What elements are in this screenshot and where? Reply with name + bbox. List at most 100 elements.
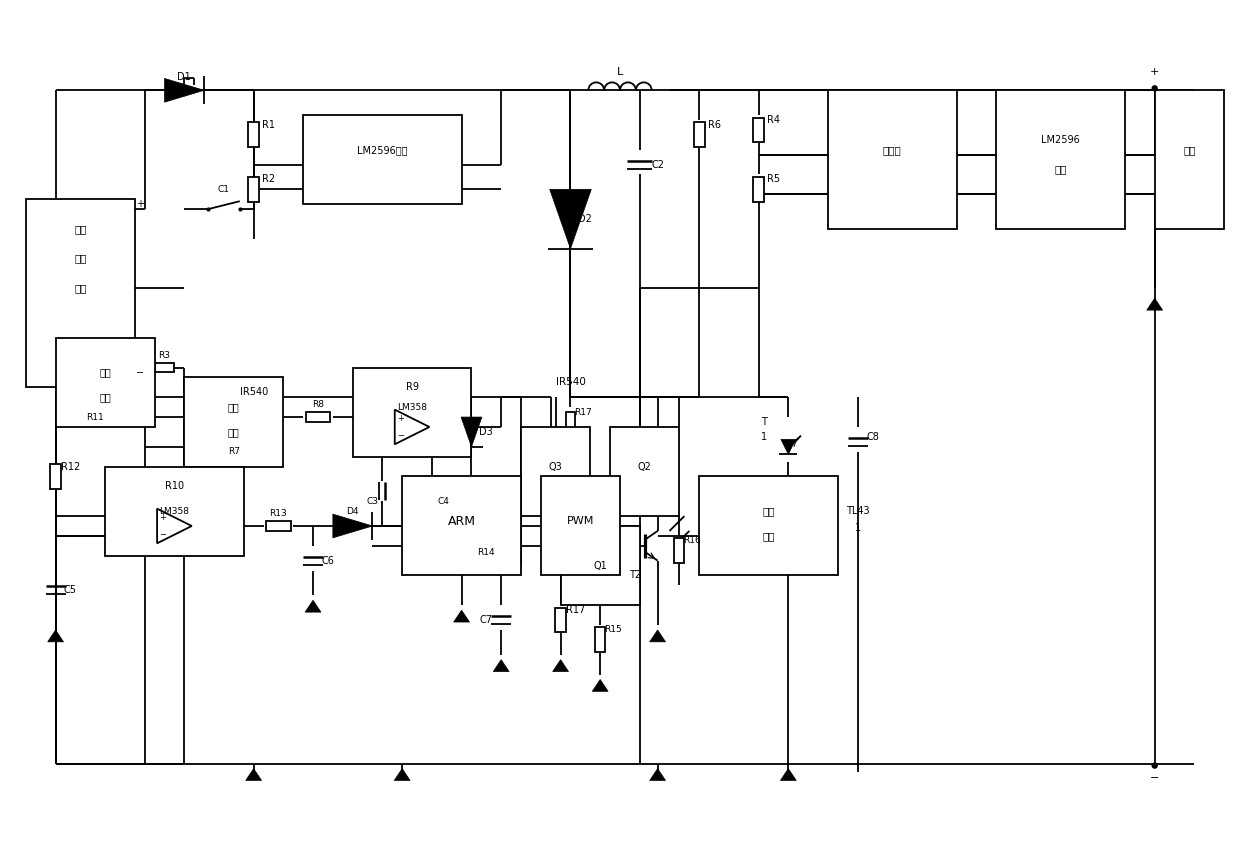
Text: 池板: 池板 bbox=[74, 284, 87, 293]
Text: R9: R9 bbox=[405, 382, 419, 392]
Text: −: − bbox=[397, 431, 404, 440]
Text: R16: R16 bbox=[683, 536, 701, 545]
Polygon shape bbox=[781, 440, 796, 454]
Text: +: + bbox=[397, 414, 404, 423]
Text: R14: R14 bbox=[477, 548, 495, 557]
Text: −: − bbox=[135, 368, 144, 378]
Text: C3: C3 bbox=[367, 496, 378, 506]
Text: +: + bbox=[1149, 68, 1159, 77]
Circle shape bbox=[1152, 763, 1157, 768]
Polygon shape bbox=[780, 768, 796, 780]
Bar bbox=[474, 561, 498, 571]
Text: R2: R2 bbox=[262, 174, 275, 185]
Text: R15: R15 bbox=[604, 625, 622, 634]
Text: C6: C6 bbox=[321, 556, 335, 566]
Text: LM2596: LM2596 bbox=[1042, 135, 1080, 145]
Polygon shape bbox=[553, 660, 568, 672]
Bar bbox=[693, 123, 704, 147]
Text: −: − bbox=[1149, 773, 1159, 783]
Text: 采样: 采样 bbox=[99, 392, 112, 402]
Bar bbox=[185, 378, 284, 467]
Text: 能电: 能电 bbox=[74, 253, 87, 263]
Circle shape bbox=[1152, 86, 1157, 91]
Text: R4: R4 bbox=[768, 115, 780, 125]
Text: R12: R12 bbox=[61, 462, 81, 472]
Text: 蓄电池: 蓄电池 bbox=[883, 145, 901, 155]
Polygon shape bbox=[461, 417, 482, 446]
Text: D4: D4 bbox=[346, 507, 358, 516]
Text: 采样: 采样 bbox=[228, 427, 239, 437]
Text: LM358: LM358 bbox=[160, 507, 190, 516]
Text: 太阳: 太阳 bbox=[74, 224, 87, 234]
Text: 手机: 手机 bbox=[1183, 145, 1195, 155]
Polygon shape bbox=[332, 514, 372, 538]
Text: D1: D1 bbox=[177, 73, 191, 82]
Polygon shape bbox=[650, 768, 666, 780]
Text: R3: R3 bbox=[159, 352, 171, 360]
Text: −: − bbox=[160, 530, 166, 540]
Polygon shape bbox=[454, 610, 470, 622]
Bar bbox=[305, 412, 330, 422]
Text: TL43: TL43 bbox=[846, 507, 869, 516]
Text: C5: C5 bbox=[64, 585, 77, 595]
Text: D3: D3 bbox=[480, 427, 494, 437]
Text: R1: R1 bbox=[262, 120, 275, 130]
Polygon shape bbox=[394, 768, 410, 780]
Bar bbox=[105, 467, 244, 556]
Text: IR540: IR540 bbox=[239, 387, 268, 397]
Text: 隔离: 隔离 bbox=[763, 507, 775, 516]
Text: 1: 1 bbox=[760, 432, 766, 442]
Bar bbox=[1154, 91, 1224, 229]
Text: LM2596供电: LM2596供电 bbox=[357, 145, 408, 155]
Bar bbox=[828, 91, 956, 229]
Text: C7: C7 bbox=[480, 615, 492, 625]
Text: +: + bbox=[135, 199, 144, 209]
Text: 采样: 采样 bbox=[763, 531, 775, 541]
Text: R6: R6 bbox=[708, 120, 720, 130]
Bar bbox=[402, 477, 521, 575]
Bar bbox=[248, 177, 259, 202]
Bar bbox=[675, 539, 684, 563]
Text: C1: C1 bbox=[218, 185, 229, 194]
Bar bbox=[541, 477, 620, 575]
Bar bbox=[595, 628, 605, 652]
Bar bbox=[248, 123, 259, 147]
Text: 1: 1 bbox=[854, 523, 861, 533]
Text: 稳压: 稳压 bbox=[1054, 164, 1066, 174]
Text: R5: R5 bbox=[766, 174, 780, 185]
Text: Q1: Q1 bbox=[593, 561, 608, 571]
Bar bbox=[56, 338, 155, 427]
Bar bbox=[50, 464, 61, 489]
Bar bbox=[267, 521, 290, 531]
Text: C2: C2 bbox=[651, 159, 665, 169]
Text: Q2: Q2 bbox=[637, 462, 652, 472]
Text: ARM: ARM bbox=[448, 514, 476, 528]
Polygon shape bbox=[549, 190, 591, 249]
Polygon shape bbox=[1147, 298, 1163, 310]
Text: Q3: Q3 bbox=[549, 462, 563, 472]
Bar bbox=[155, 363, 175, 372]
Bar bbox=[753, 177, 764, 202]
Polygon shape bbox=[650, 630, 666, 642]
Polygon shape bbox=[47, 630, 63, 642]
Text: R13: R13 bbox=[269, 508, 288, 518]
Text: 电流: 电流 bbox=[99, 368, 112, 378]
Text: 电压: 电压 bbox=[228, 402, 239, 412]
Polygon shape bbox=[593, 679, 608, 691]
Text: R17: R17 bbox=[565, 605, 585, 615]
Bar bbox=[610, 427, 680, 516]
Text: R10: R10 bbox=[165, 481, 184, 491]
Text: T2: T2 bbox=[629, 571, 641, 580]
Bar bbox=[521, 427, 590, 516]
Text: LM358: LM358 bbox=[397, 402, 427, 412]
Bar bbox=[560, 526, 640, 606]
Text: IR540: IR540 bbox=[556, 378, 585, 387]
Bar bbox=[699, 477, 838, 575]
Bar bbox=[996, 91, 1125, 229]
Bar bbox=[556, 607, 565, 633]
Text: D2: D2 bbox=[578, 214, 593, 224]
Polygon shape bbox=[305, 601, 321, 612]
Bar bbox=[26, 199, 135, 387]
Text: L: L bbox=[616, 68, 624, 77]
Polygon shape bbox=[246, 768, 262, 780]
